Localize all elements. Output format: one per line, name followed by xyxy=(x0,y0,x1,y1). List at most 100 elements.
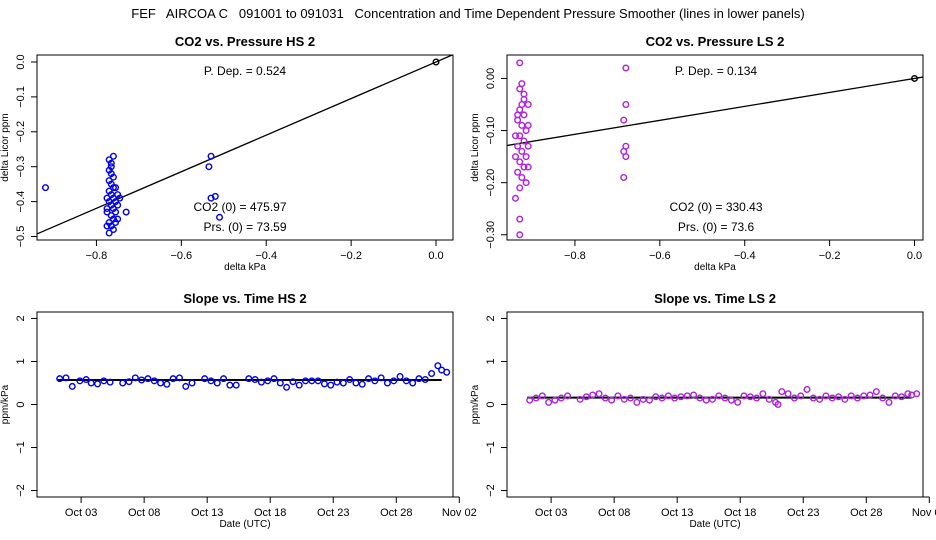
x-tick-label: Oct 03 xyxy=(535,507,567,519)
data-point xyxy=(114,201,122,209)
panel-title: Slope vs. Time HS 2 xyxy=(183,291,306,306)
x-axis-title: delta kPa xyxy=(224,262,266,273)
data-point xyxy=(169,375,177,383)
y-tick-label: 0 xyxy=(15,401,27,407)
x-tick-label: Oct 28 xyxy=(850,507,882,519)
data-point xyxy=(216,213,224,221)
data-point xyxy=(109,226,117,234)
x-axis-title: Date (UTC) xyxy=(689,519,740,530)
data-point xyxy=(62,374,70,382)
data-point xyxy=(220,375,228,383)
data-point xyxy=(150,377,158,385)
data-point xyxy=(207,152,215,160)
data-point xyxy=(125,378,133,386)
data-point xyxy=(765,395,773,403)
data-point xyxy=(516,158,524,166)
data-point xyxy=(524,163,532,171)
x-tick-label: Oct 03 xyxy=(65,507,97,519)
panel-title: CO2 vs. Pressure LS 2 xyxy=(646,34,785,49)
y-tick-label: 2 xyxy=(485,315,497,321)
data-point xyxy=(774,401,782,409)
y-tick-label: −0.4 xyxy=(15,191,27,213)
data-point xyxy=(175,374,183,382)
data-point xyxy=(715,392,723,400)
data-point xyxy=(100,377,108,385)
data-point xyxy=(68,382,76,390)
x-tick-label: 0.0 xyxy=(428,250,443,262)
x-tick-label: Nov 02 xyxy=(442,507,477,519)
data-point xyxy=(589,391,597,399)
data-point xyxy=(41,184,49,192)
y-tick-label: −1 xyxy=(15,441,27,454)
data-point xyxy=(809,394,817,402)
x-tick-label: Oct 23 xyxy=(317,507,349,519)
data-point xyxy=(131,374,139,382)
x-tick-label: Oct 08 xyxy=(598,507,630,519)
data-point xyxy=(511,153,519,161)
x-tick-label: Oct 18 xyxy=(724,507,756,519)
data-point xyxy=(201,375,209,383)
data-point xyxy=(835,393,843,401)
fit-line xyxy=(37,55,453,235)
data-point xyxy=(295,381,303,389)
data-point xyxy=(226,381,234,389)
data-point xyxy=(664,392,672,400)
y-tick-label: −2 xyxy=(485,484,497,497)
x-tick-label: −0.6 xyxy=(170,250,192,262)
data-point xyxy=(622,101,630,109)
data-point xyxy=(677,393,685,401)
x-tick-label: −0.6 xyxy=(649,250,671,262)
data-point xyxy=(538,392,546,400)
data-point xyxy=(114,191,122,199)
data-point xyxy=(112,208,120,216)
data-point xyxy=(620,173,628,181)
data-point xyxy=(524,101,532,109)
data-point xyxy=(526,396,534,404)
x-tick-label: Oct 13 xyxy=(661,507,693,519)
figure-title: FEF AIRCOA C 091001 to 091031 Concentrat… xyxy=(131,6,805,21)
y-tick-label: −0.1 xyxy=(15,86,27,108)
plot-frame xyxy=(506,311,924,498)
data-point xyxy=(409,379,417,387)
data-point xyxy=(207,377,215,385)
data-point xyxy=(520,90,528,98)
data-point xyxy=(434,362,442,370)
y-axis-title: delta Licor ppm xyxy=(0,113,11,181)
data-point xyxy=(87,379,95,387)
y-tick-label: 0.0 xyxy=(15,54,27,69)
x-tick-label: −0.4 xyxy=(255,250,277,262)
data-point xyxy=(514,111,522,119)
data-point xyxy=(891,392,899,400)
data-point xyxy=(784,390,792,398)
data-point xyxy=(913,390,921,398)
data-point xyxy=(346,376,354,384)
data-point xyxy=(163,380,171,388)
data-point xyxy=(790,394,798,402)
annotation-co2-zero: CO2 (0) = 330.43 xyxy=(669,200,762,214)
data-point xyxy=(551,396,559,404)
y-tick-label: −0.20 xyxy=(485,169,497,197)
data-point xyxy=(734,398,742,406)
x-axis-title: Date (UTC) xyxy=(219,519,270,530)
data-point xyxy=(524,142,532,150)
data-point xyxy=(264,377,272,385)
data-point xyxy=(683,392,691,400)
data-point xyxy=(516,85,524,93)
data-point xyxy=(853,394,861,402)
data-point xyxy=(696,394,704,402)
data-point xyxy=(545,398,553,406)
data-point xyxy=(415,375,423,383)
data-point xyxy=(797,392,805,400)
panel-slope-vs-time-hs: Slope vs. Time HS 2 Oct 03 Oct 08 Oct 13 Oct… xyxy=(0,291,477,530)
data-point xyxy=(511,132,519,140)
data-point xyxy=(283,383,291,391)
data-point xyxy=(516,215,524,223)
data-point xyxy=(103,208,111,216)
data-point xyxy=(327,381,335,389)
panel-slope-vs-time-ls: Slope vs. Time LS 2 Oct 03 Oct 08 Oct 13 Oct… xyxy=(470,291,936,530)
x-axis-title: delta kPa xyxy=(694,262,736,273)
data-point xyxy=(103,222,111,230)
data-point xyxy=(652,393,660,401)
x-tick-label: Oct 18 xyxy=(254,507,286,519)
